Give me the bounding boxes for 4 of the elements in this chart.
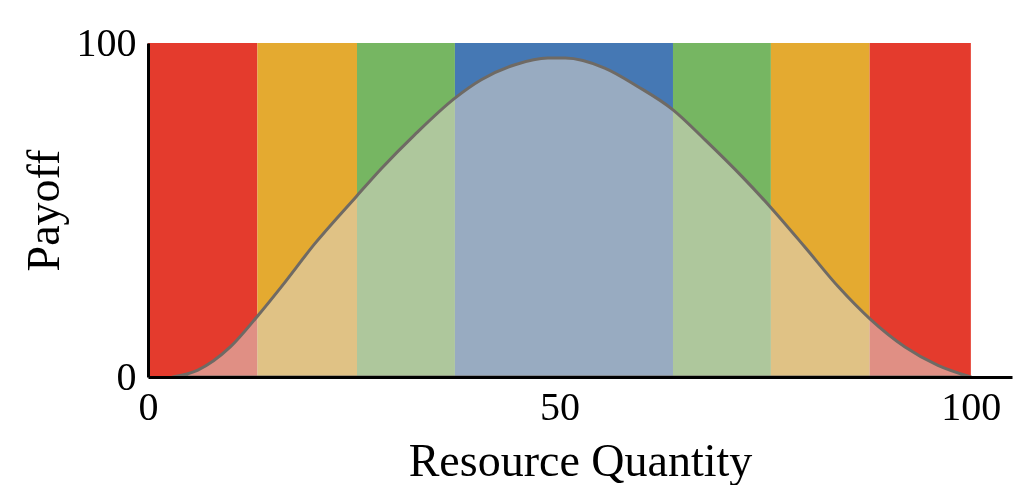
y-axis-title: Payoff — [17, 148, 69, 272]
x-tick-label: 100 — [941, 383, 1002, 429]
x-axis-title: Resource Quantity — [408, 434, 753, 486]
x-tick-label: 50 — [539, 383, 580, 429]
